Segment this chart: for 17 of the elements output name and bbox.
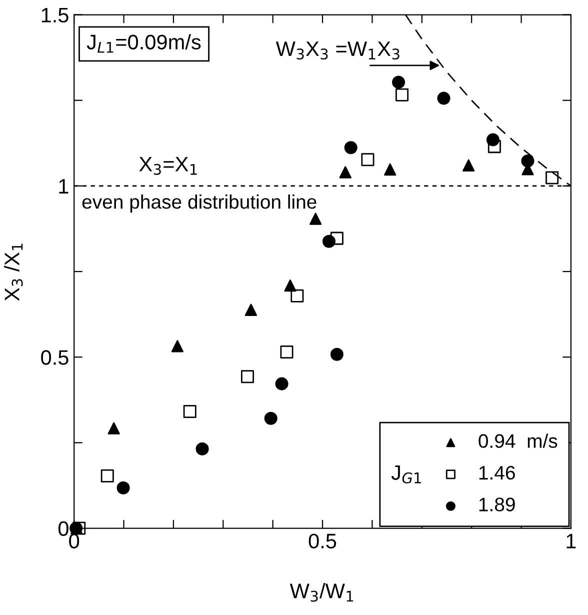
y-tick-label: 0 <box>58 521 68 536</box>
legend-title: J$_{G1}$ <box>391 465 421 484</box>
legend-label: 0.94 m/s <box>478 434 558 448</box>
annotation: even phase distribution line <box>82 194 316 213</box>
legend-label: 1.46 <box>479 466 515 480</box>
y-tick-label: 0.5 <box>41 350 68 365</box>
ref-line-label: X$_{3}$=X$_{1}$ <box>139 156 197 175</box>
x-tick-label: 1 <box>566 534 576 548</box>
y-axis-title: X$_{3}$ /X$_{1}$ <box>4 244 23 301</box>
legend-label: 1.89 <box>479 498 515 512</box>
y-tick-label: 1.5 <box>42 8 68 23</box>
y-tick-label: 1 <box>59 179 68 194</box>
x-tick-label: 0.5 <box>308 534 336 548</box>
annotation: W$_{3}$X$_{3}$ =W$_{1}$X$_{3}$ <box>276 42 400 60</box>
x-tick-label: 0 <box>69 534 80 548</box>
annotation: J$_{L1}$=0.09m/s <box>86 34 201 53</box>
x-axis-title: W$_{3}$/W$_{1}$ <box>290 583 354 602</box>
